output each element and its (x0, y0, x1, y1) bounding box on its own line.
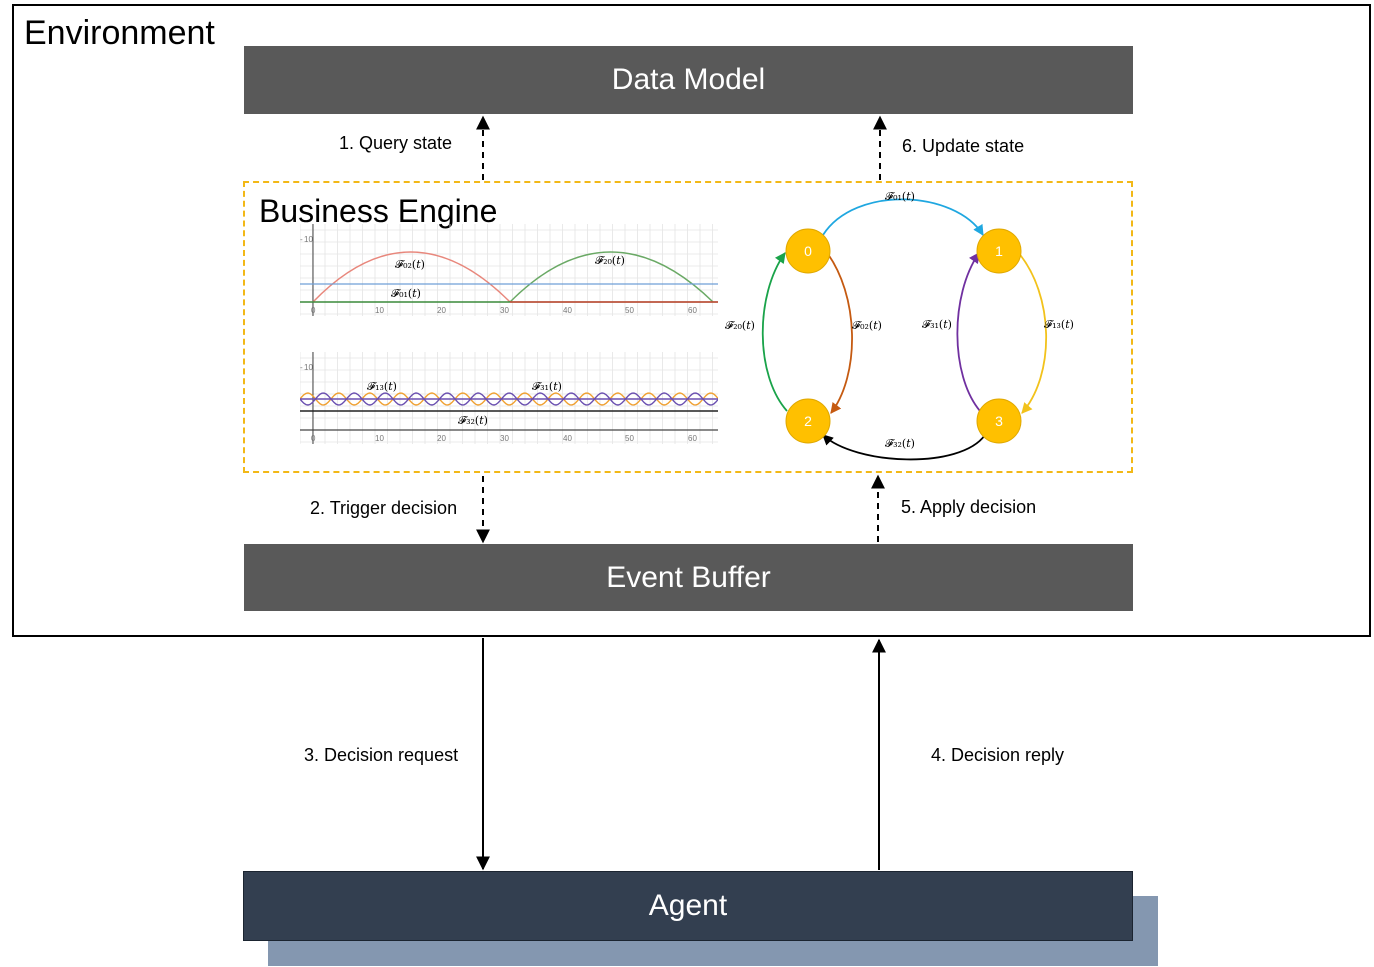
bottom-x-tick-5: 50 (625, 434, 634, 443)
edge-f01 (822, 198, 984, 236)
bottom-function-chart: 10 - 𝓕₁₃(𝑡) 𝓕₃₁(𝑡) 𝓕₃₂(𝑡) 0 10 20 30 40 … (300, 352, 718, 444)
edge-f02 (824, 249, 853, 414)
label-f02: 𝓕₀₂(𝑡) (395, 258, 425, 271)
node-3-label: 3 (995, 413, 1003, 429)
top-x-tick-2: 20 (437, 306, 446, 315)
data-model-label: Data Model (611, 63, 766, 96)
bottom-chart-x-ticks: 0 10 20 30 40 50 60 (311, 434, 697, 443)
top-x-tick-4: 40 (563, 306, 572, 315)
top-x-tick-1: 10 (375, 306, 384, 315)
edge-label-f13: 𝓕₁₃(𝑡) (1044, 318, 1074, 331)
edge-label-f31: 𝓕₃₁(𝑡) (922, 318, 952, 331)
bottom-x-tick-6: 60 (688, 434, 697, 443)
step-decision-request: 3. Decision request (304, 745, 459, 765)
top-x-tick-5: 50 (625, 306, 634, 315)
environment-title: Environment (24, 14, 215, 52)
step-update-state: 6. Update state (902, 136, 1025, 156)
step-trigger-decision: 2. Trigger decision (310, 498, 458, 518)
node-3: 3 (976, 398, 1022, 444)
top-chart-x-ticks: 0 10 20 30 40 50 60 (311, 306, 697, 315)
bottom-x-tick-2: 20 (437, 434, 446, 443)
bottom-x-tick-4: 40 (563, 434, 572, 443)
curve-f13 (300, 392, 718, 406)
step-decision-reply: 4. Decision reply (931, 745, 1065, 765)
step-query-state: 1. Query state (339, 133, 453, 153)
top-chart-y-tick: 10 (304, 235, 313, 244)
bottom-chart-y-tick: 10 (304, 363, 313, 372)
bottom-x-tick-0: 0 (311, 434, 316, 443)
node-1: 1 (976, 228, 1022, 274)
curve-f20 (509, 251, 714, 303)
curve-f02 (312, 251, 511, 303)
node-2: 2 (785, 398, 831, 444)
business-engine-frame (243, 181, 1133, 473)
bottom-x-tick-3: 30 (500, 434, 509, 443)
event-buffer-box: Event Buffer (244, 544, 1133, 611)
agent-box: Agent (243, 871, 1133, 941)
top-x-tick-6: 60 (688, 306, 697, 315)
environment-frame (12, 4, 1371, 637)
top-x-tick-3: 30 (500, 306, 509, 315)
event-buffer-label: Event Buffer (606, 560, 771, 594)
edge-f32 (822, 434, 986, 461)
business-engine-title: Business Engine (259, 193, 498, 229)
label-f32: 𝓕₃₂(𝑡) (458, 414, 488, 427)
agent-label: Agent (648, 889, 728, 922)
edge-f13 (1016, 250, 1048, 414)
top-x-tick-0: 0 (311, 306, 316, 315)
step-apply-decision: 5. Apply decision (901, 497, 1037, 517)
node-2-label: 2 (804, 413, 812, 429)
edge-label-f20: 𝓕₂₀(𝑡) (725, 319, 755, 332)
bottom-chart-y-minus: - (300, 363, 303, 372)
edge-label-f02: 𝓕₀₂(𝑡) (852, 319, 882, 332)
edge-f31 (956, 252, 981, 412)
edge-label-f32: 𝓕₃₂(𝑡) (885, 437, 915, 450)
curve-f31 (300, 392, 718, 406)
node-0: 0 (785, 228, 831, 274)
node-1-label: 1 (995, 243, 1003, 259)
label-f01: 𝓕₀₁(𝑡) (391, 287, 421, 300)
label-f13: 𝓕₁₃(𝑡) (367, 380, 397, 393)
state-transition-graph: 𝓕₀₁(𝑡) 𝓕₀₂(𝑡) 𝓕₂₀(𝑡) 𝓕₁₃(𝑡) 𝓕₃₁(𝑡) 𝓕₃₂(𝑡… (725, 190, 1074, 461)
edge-f20 (761, 252, 788, 412)
node-0-label: 0 (804, 243, 812, 259)
label-f20: 𝓕₂₀(𝑡) (595, 254, 625, 267)
top-chart-y-minus: - (300, 235, 303, 244)
edge-label-f01: 𝓕₀₁(𝑡) (885, 190, 915, 203)
label-f31: 𝓕₃₁(𝑡) (532, 380, 562, 393)
top-function-chart: 10 - 𝓕₀₂(𝑡) 𝓕₂₀(𝑡) 𝓕₀₁(𝑡) 0 10 20 30 40 … (300, 224, 718, 316)
data-model-box: Data Model (244, 46, 1133, 114)
bottom-x-tick-1: 10 (375, 434, 384, 443)
